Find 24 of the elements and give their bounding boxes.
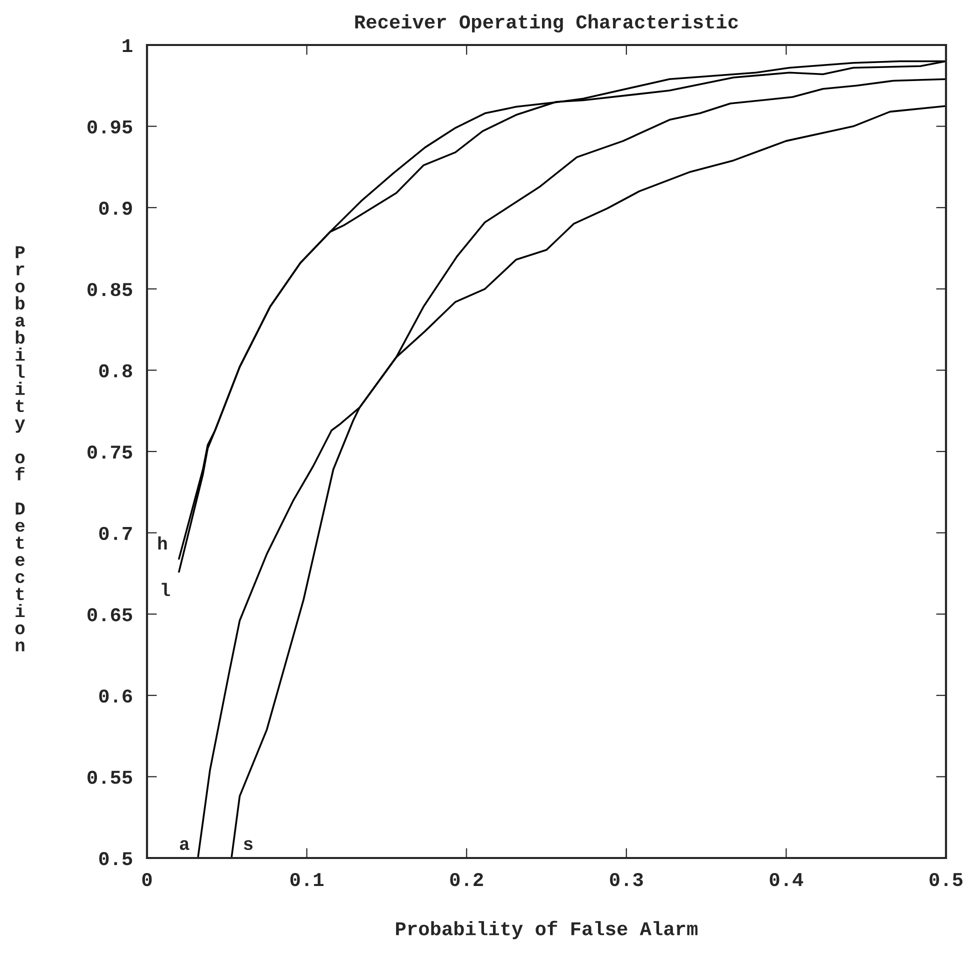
- series-label: a: [180, 840, 190, 850]
- y-tick-label: 1: [122, 39, 132, 52]
- y-tick-label: 0.7: [99, 526, 132, 540]
- x-tick-label: 0: [142, 872, 152, 886]
- y-tick-label: 0.95: [88, 120, 132, 134]
- y-tick-label: 0.75: [88, 446, 132, 459]
- y-tick-label: 0.55: [88, 770, 132, 784]
- x-tick-label: 0.4: [770, 872, 804, 886]
- series-label: h: [158, 536, 167, 550]
- x-tick-label: 0.1: [290, 872, 324, 886]
- chart-title: Receiver Operating Characteristic: [355, 14, 738, 32]
- x-tick-label: 0.5: [930, 872, 962, 886]
- x-tick-label: 0.2: [450, 872, 483, 886]
- y-tick-label: 0.9: [99, 202, 132, 215]
- y-tick-label: 0.6: [99, 689, 132, 703]
- y-tick-label: 0.65: [88, 608, 132, 622]
- y-tick-label: 0.5: [99, 852, 132, 866]
- series-label: s: [244, 840, 253, 850]
- x-tick-label: 0.3: [610, 872, 643, 886]
- x-axis-title: Probability of False Alarm: [396, 920, 698, 940]
- text: Probability of Detection: [14, 246, 26, 652]
- series-label: l: [162, 582, 170, 596]
- y-tick-label: 0.8: [99, 364, 132, 378]
- y-tick-label: 0.85: [88, 282, 132, 296]
